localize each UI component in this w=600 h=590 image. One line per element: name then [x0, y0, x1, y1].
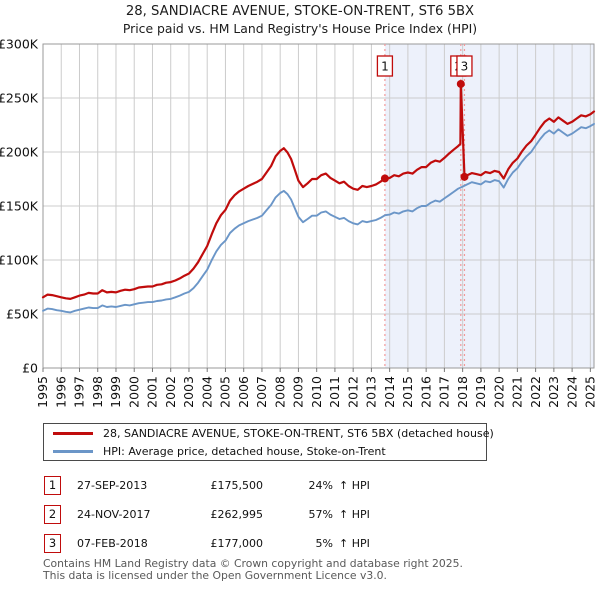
svg-text:2021: 2021 — [510, 376, 525, 408]
svg-text:2005: 2005 — [218, 376, 233, 408]
price-history-chart: 123£0£50K£100K£150K£200K£250K£300K199519… — [0, 37, 598, 408]
legend-item-hpi: HPI: Average price, detached house, Stok… — [53, 444, 486, 459]
svg-text:2012: 2012 — [345, 376, 360, 408]
svg-text:2002: 2002 — [163, 376, 178, 408]
svg-text:2007: 2007 — [254, 376, 269, 408]
sale-pct-vs-hpi: 24% — [308, 479, 333, 492]
sale-price: £262,995 — [210, 508, 264, 521]
svg-text:1999: 1999 — [108, 376, 123, 408]
footer-line-2: This data is licensed under the Open Gov… — [43, 568, 387, 582]
svg-text:£300K: £300K — [0, 37, 39, 52]
svg-text:2009: 2009 — [291, 376, 306, 408]
svg-text:2010: 2010 — [309, 376, 324, 408]
svg-text:1995: 1995 — [35, 376, 50, 408]
svg-text:£200K: £200K — [0, 145, 39, 160]
page-subtitle: Price paid vs. HM Land Registry's House … — [122, 21, 478, 36]
footer-line-1: Contains HM Land Registry data © Crown c… — [43, 557, 463, 570]
sale-date: 24-NOV-2017 — [77, 508, 151, 521]
hpi-direction-label: ↑ HPI — [339, 537, 370, 550]
legend-item-property: 28, SANDIACRE AVENUE, STOKE-ON-TRENT, ST… — [53, 426, 494, 441]
property-line-swatch — [53, 431, 93, 435]
svg-text:2023: 2023 — [546, 376, 561, 408]
svg-text:2011: 2011 — [327, 376, 342, 408]
legend-label-property: 28, SANDIACRE AVENUE, STOKE-ON-TRENT, ST… — [103, 426, 494, 440]
sale-price: £175,500 — [210, 479, 264, 492]
legend-label-hpi: HPI: Average price, detached house, Stok… — [103, 444, 386, 458]
svg-text:2025: 2025 — [583, 376, 598, 408]
sale-date: 07-FEB-2018 — [77, 537, 148, 550]
hpi-direction-label: ↑ HPI — [339, 508, 370, 521]
svg-text:1997: 1997 — [72, 376, 87, 408]
svg-text:£100K: £100K — [0, 253, 39, 268]
svg-text:2003: 2003 — [181, 376, 196, 408]
svg-text:3: 3 — [461, 60, 469, 74]
svg-text:2013: 2013 — [364, 376, 379, 408]
sale-number-badge: 3 — [44, 534, 61, 553]
svg-text:2018: 2018 — [455, 376, 470, 408]
svg-text:1996: 1996 — [53, 376, 68, 408]
svg-text:£150K: £150K — [0, 199, 39, 214]
svg-text:2020: 2020 — [491, 376, 506, 408]
copyright-footer: Contains HM Land Registry data © Crown c… — [43, 558, 583, 581]
svg-text:2008: 2008 — [272, 376, 287, 408]
transaction-row-1: 1 27-SEP-2013 £175,500 24% ↑ HPI — [0, 476, 600, 496]
svg-text:£50K: £50K — [6, 307, 39, 322]
svg-text:2001: 2001 — [145, 376, 160, 408]
sale-date: 27-SEP-2013 — [77, 479, 148, 492]
transaction-row-2: 2 24-NOV-2017 £262,995 57% ↑ HPI — [0, 505, 600, 525]
svg-text:2014: 2014 — [382, 376, 397, 408]
sale-pct-vs-hpi: 5% — [315, 537, 333, 550]
chart-legend: 28, SANDIACRE AVENUE, STOKE-ON-TRENT, ST… — [43, 423, 494, 461]
sale-number-badge: 1 — [44, 476, 61, 495]
svg-text:1: 1 — [381, 60, 389, 74]
svg-text:2016: 2016 — [418, 376, 433, 408]
svg-text:£250K: £250K — [0, 91, 39, 106]
sale-number-badge: 2 — [44, 505, 61, 524]
svg-text:2024: 2024 — [564, 376, 579, 408]
transaction-row-3: 3 07-FEB-2018 £177,000 5% ↑ HPI — [0, 534, 600, 554]
svg-text:1998: 1998 — [90, 376, 105, 408]
page-title: 28, SANDIACRE AVENUE, STOKE-ON-TRENT, ST… — [125, 4, 475, 19]
svg-text:2006: 2006 — [236, 376, 251, 408]
svg-text:2019: 2019 — [473, 376, 488, 408]
hpi-line-swatch — [53, 449, 93, 453]
svg-text:2000: 2000 — [126, 376, 141, 408]
sale-price: £177,000 — [210, 537, 264, 550]
sale-pct-vs-hpi: 57% — [308, 508, 333, 521]
svg-text:2017: 2017 — [437, 376, 452, 408]
svg-text:2022: 2022 — [528, 376, 543, 408]
svg-text:2015: 2015 — [400, 376, 415, 408]
hpi-direction-label: ↑ HPI — [339, 479, 370, 492]
svg-text:£0: £0 — [22, 361, 38, 376]
svg-text:2004: 2004 — [199, 376, 214, 408]
